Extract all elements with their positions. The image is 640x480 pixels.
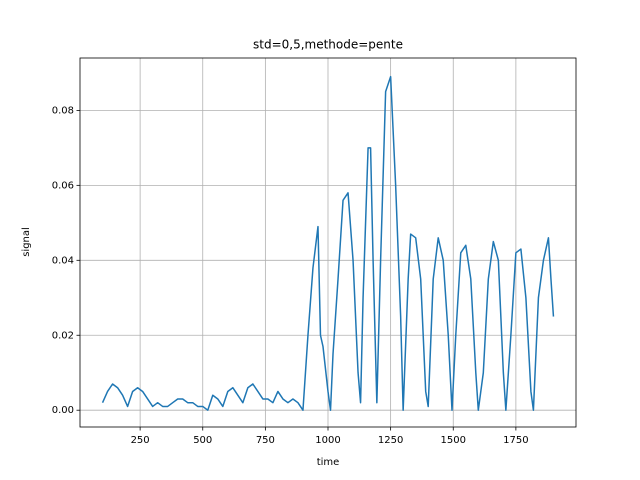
y-tick-label: 0.00	[52, 405, 74, 416]
line-series	[101, 75, 555, 411]
x-tick-label: 1500	[441, 435, 466, 446]
y-axis-label: signal	[21, 227, 32, 257]
y-tick-label: 0.06	[52, 180, 74, 191]
x-tick-label: 1750	[503, 435, 528, 446]
y-tick-label: 0.04	[52, 255, 74, 266]
y-tick-label: 0.02	[52, 330, 74, 341]
y-tick-label: 0.08	[52, 105, 74, 116]
chart-title: std=0,5,methode=pente	[253, 38, 403, 52]
x-tick-label: 250	[131, 435, 150, 446]
x-tick-label: 750	[256, 435, 275, 446]
x-tick-label: 1250	[378, 435, 403, 446]
x-axis-label: time	[317, 457, 340, 468]
x-tick-label: 1000	[315, 435, 340, 446]
plot-frame	[79, 57, 577, 428]
x-tick-label: 500	[193, 435, 212, 446]
